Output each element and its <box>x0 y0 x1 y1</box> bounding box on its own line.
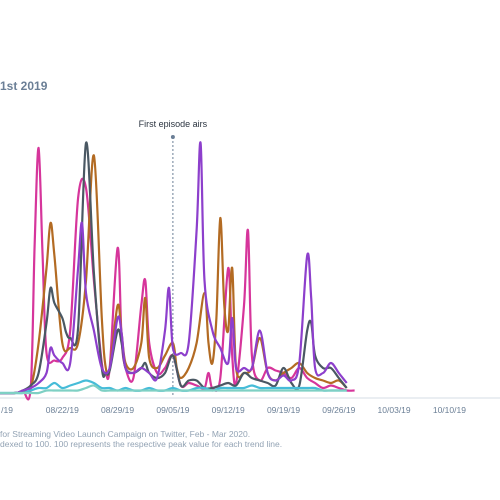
x-tick-label: 10/03/19 <box>378 405 411 415</box>
series-line-5 <box>0 379 347 395</box>
x-tick-label: 08/22/19 <box>46 405 79 415</box>
series-group <box>0 141 355 401</box>
series-line-1 <box>0 146 355 401</box>
annotation-label: First episode airs <box>139 119 208 129</box>
x-tick-label: 08/29/19 <box>101 405 134 415</box>
annotation-marker <box>170 135 175 139</box>
x-tick-label: 09/05/19 <box>156 405 189 415</box>
series-line-6 <box>0 384 347 395</box>
footnote-line-1: for Streaming Video Launch Campaign on T… <box>0 429 251 439</box>
x-tick-label: 09/12/19 <box>212 405 245 415</box>
x-axis-ticks: /19 08/22/19 08/29/19 09/05/19 09/12/19 09/19… <box>1 405 466 415</box>
annotation: First episode airs <box>139 119 208 395</box>
footnote-line-2: dexed to 100. 100 represents the respect… <box>0 439 283 449</box>
x-tick-label: /19 <box>1 405 13 415</box>
chart-title: 1st 2019 <box>0 79 48 93</box>
series-line-3 <box>0 141 348 395</box>
x-tick-label: 10/10/19 <box>433 405 466 415</box>
series-line-4 <box>0 141 348 395</box>
x-tick-label: 09/19/19 <box>267 405 300 415</box>
x-tick-label: 09/26/19 <box>322 405 355 415</box>
